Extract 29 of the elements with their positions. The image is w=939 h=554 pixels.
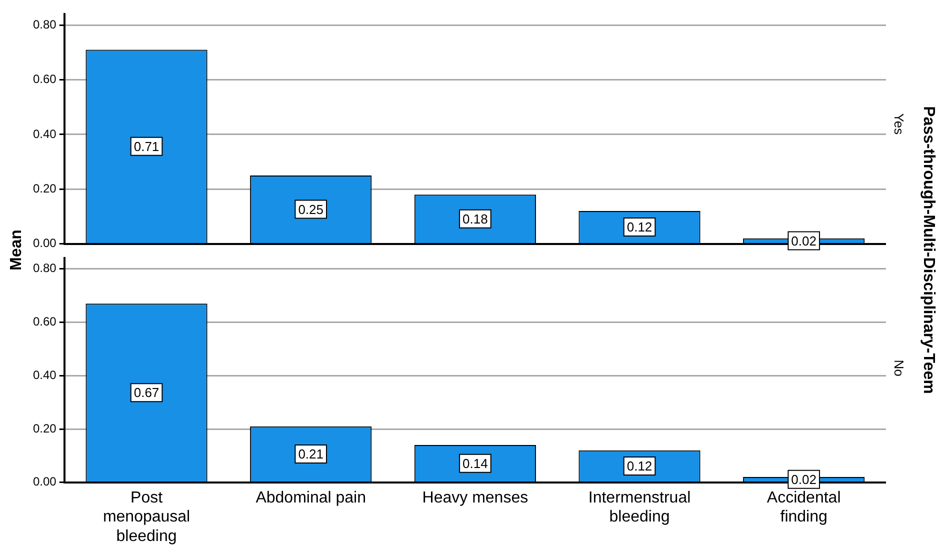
data-label: 0.14 [462, 456, 488, 471]
y2-axis-title: Pass-through-Multi-Disciplinary-Teem [919, 106, 937, 394]
data-label: 0.02 [791, 233, 816, 248]
data-label: 0.12 [626, 458, 652, 474]
y-tick-label: 0.80 [32, 17, 57, 32]
y-tick-label: 0.00 [32, 236, 57, 250]
y-tick-label: 0.20 [32, 421, 57, 436]
y-tick-label: 0.00 [32, 474, 57, 489]
y-tick-label: 0.40 [32, 126, 57, 141]
y-tick-label: 0.60 [32, 72, 57, 86]
data-label: 0.21 [298, 446, 324, 462]
y-tick-label: 0.20 [32, 181, 57, 196]
data-label: 0.67 [134, 385, 160, 400]
data-label: 0.18 [462, 211, 488, 226]
text: No [892, 360, 906, 376]
y-tick-label: 0.80 [32, 261, 57, 276]
y-axis-title: Mean [8, 230, 26, 270]
text: Yes [892, 113, 906, 135]
x-tick-label: Post menopausal bleeding [102, 489, 190, 545]
x-tick-label: Intermenstrual bleeding [588, 489, 691, 526]
y-tick-label: 0.40 [32, 368, 57, 382]
y-tick-label: 0.60 [32, 314, 57, 329]
data-label: 0.71 [134, 138, 160, 154]
x-tick-label: Heavy menses [422, 489, 528, 506]
data-label: 0.02 [791, 472, 816, 487]
x-tick-label: Abdominal pain [256, 489, 366, 506]
data-label: 0.12 [626, 220, 652, 235]
x-tick-label: Accidental finding [766, 489, 841, 526]
data-label: 0.25 [298, 202, 324, 217]
